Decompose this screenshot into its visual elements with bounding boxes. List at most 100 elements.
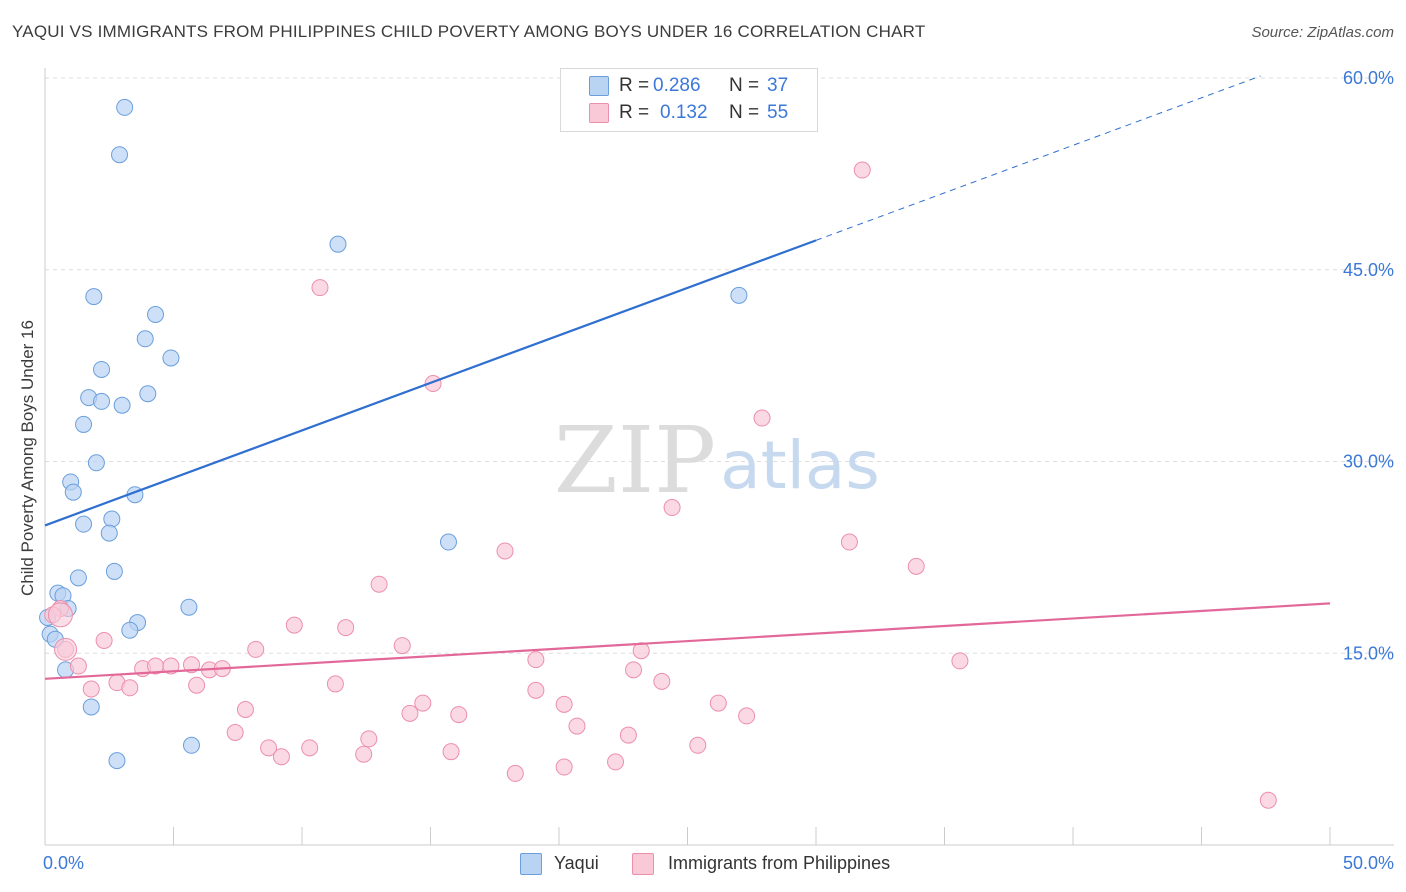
philippines-point: [689, 736, 707, 754]
philippines-point: [260, 739, 278, 757]
yaqui-point: [136, 330, 154, 348]
yaqui-point: [105, 562, 123, 580]
philippines-point: [69, 657, 87, 675]
legend-row-yaqui: R = 0.286 N = 37: [561, 73, 817, 99]
philippines-point: [182, 656, 200, 674]
yaqui-point: [180, 598, 198, 616]
philippines-point: [162, 657, 180, 675]
yaqui-point: [116, 98, 134, 116]
philippines-point: [355, 745, 373, 763]
philippines-point: [951, 652, 969, 670]
philippines-point: [753, 409, 771, 427]
philippines-point: [853, 161, 871, 179]
legend-n-label: N =: [729, 102, 760, 123]
watermark-zip: ZIP: [554, 407, 716, 514]
yaqui-point: [64, 483, 82, 501]
bottom-legend-label-philippines: Immigrants from Philippines: [668, 853, 891, 873]
yaqui-point: [113, 396, 131, 414]
watermark-atlas: atlas: [720, 427, 880, 504]
yaqui-point: [103, 510, 121, 528]
yaqui-point: [730, 286, 748, 304]
chart-title: YAQUI VS IMMIGRANTS FROM PHILIPPINES CHI…: [12, 22, 926, 41]
philippines-trend-line: [44, 602, 1331, 680]
yaqui-point: [108, 752, 126, 770]
philippines-point: [326, 675, 344, 693]
philippines-point: [442, 743, 460, 761]
philippines-point: [632, 642, 650, 660]
yaqui-point: [139, 385, 157, 403]
yaqui-point: [147, 305, 165, 323]
philippines-point: [506, 764, 524, 782]
philippines-point-large: [47, 602, 73, 628]
philippines-point: [95, 631, 113, 649]
philippines-point: [653, 672, 671, 690]
yaqui-point: [111, 146, 129, 164]
philippines-point: [568, 717, 586, 735]
philippines-point: [285, 616, 303, 634]
legend-row-philippines: R = 0.132 N = 55: [561, 100, 817, 126]
yaqui-point: [182, 736, 200, 754]
yaqui-point: [162, 349, 180, 367]
x-tick-label: 0.0%: [43, 853, 84, 873]
philippines-point: [188, 676, 206, 694]
philippines-point: [527, 681, 545, 699]
yaqui-point: [87, 454, 105, 472]
legend-r-label: R =: [619, 102, 650, 123]
philippines-point-large: [54, 637, 78, 661]
yaqui-point: [69, 569, 87, 587]
x-tick-label: 50.0%: [1343, 853, 1394, 873]
philippines-point: [1259, 791, 1277, 809]
y-tick-label: 15.0%: [1343, 643, 1394, 663]
yaqui-point: [75, 515, 93, 533]
yaqui-point: [100, 524, 118, 542]
philippines-point: [663, 499, 681, 517]
philippines-point: [82, 680, 100, 698]
philippines-point: [840, 533, 858, 551]
legend-swatch-philippines: [589, 103, 609, 123]
philippines-point: [527, 651, 545, 669]
yaqui-point: [121, 621, 139, 639]
philippines-point: [555, 695, 573, 713]
philippines-point: [709, 694, 727, 712]
philippines-point: [360, 730, 378, 748]
source-credit[interactable]: Source: ZipAtlas.com: [1251, 24, 1394, 41]
philippines-point: [337, 619, 355, 637]
yaqui-point: [75, 415, 93, 433]
bottom-legend-swatch-philippines: [632, 853, 654, 875]
bottom-legend-label-yaqui: Yaqui: [554, 853, 599, 873]
yaqui-point: [439, 533, 457, 551]
legend-n-value: 55: [767, 102, 789, 123]
yaqui-trend-extension: [815, 75, 1261, 241]
philippines-point: [607, 753, 625, 771]
y-tick-label: 60.0%: [1343, 68, 1394, 88]
philippines-point: [450, 706, 468, 724]
yaqui-point: [93, 392, 111, 410]
philippines-point: [370, 575, 388, 593]
philippines-point: [272, 748, 290, 766]
yaqui-trend-line: [44, 239, 817, 527]
yaqui-point: [93, 360, 111, 378]
legend-n-label: N =: [729, 75, 760, 96]
philippines-point: [247, 640, 265, 658]
philippines-point: [619, 726, 637, 744]
yaqui-point: [82, 698, 100, 716]
philippines-point: [311, 279, 329, 297]
philippines-point: [555, 758, 573, 776]
y-tick-label: 30.0%: [1343, 452, 1394, 472]
y-tick-label: 45.0%: [1343, 260, 1394, 280]
philippines-point: [121, 679, 139, 697]
philippines-point: [236, 700, 254, 718]
philippines-point: [414, 694, 432, 712]
yaqui-point: [329, 235, 347, 253]
philippines-point: [625, 661, 643, 679]
legend-r-value: 0.286: [653, 75, 701, 96]
philippines-point: [301, 739, 319, 757]
philippines-point: [907, 557, 925, 575]
legend: R = 0.286 N = 37 R = 0.132 N = 55: [560, 68, 818, 132]
philippines-point: [401, 704, 419, 722]
legend-n-value: 37: [767, 75, 789, 96]
legend-r-value: 0.132: [660, 102, 708, 123]
philippines-point: [393, 637, 411, 655]
bottom-legend-swatch-yaqui: [520, 853, 542, 875]
